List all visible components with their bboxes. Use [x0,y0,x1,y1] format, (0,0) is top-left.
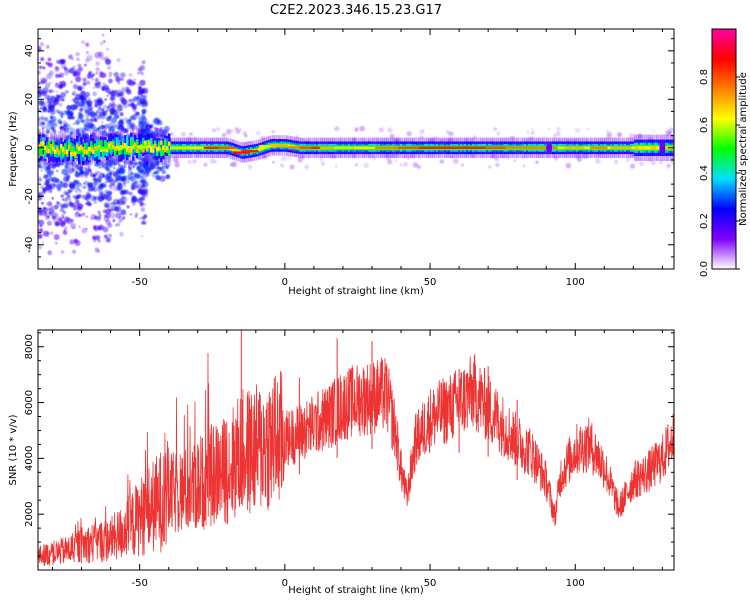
x-tick-label: -50 [131,578,147,589]
spectrogram-y-label: Frequency (Hz) [8,111,19,187]
spectrogram-x-ticks: -50 0 50 100 [52,29,663,288]
y-tick-label: 20 [24,93,35,106]
y-tick-label: 8000 [24,334,35,359]
y-tick-label: 4000 [24,446,35,471]
colorbar-tick-label: 0.8 [699,69,710,85]
colorbar-ticks: 0.0 0.2 0.4 0.6 0.8 [699,69,740,277]
colorbar: 0.0 0.2 0.4 0.6 0.8 Normalized spectral ampl… [699,28,749,277]
spectrogram-x-label: Height of straight line (km) [288,286,424,297]
y-tick-label: 0 [24,145,35,151]
snr-panel: -50 0 50 100 2000 4000 6000 8000 Height of str… [8,329,675,596]
x-tick-label: 100 [566,277,585,288]
snr-line [38,352,674,566]
figure-title: C2E2.2023.346.15.23.G17 [270,3,442,18]
snr-y-label: SNR (10 * v/v) [8,414,19,485]
x-tick-label: 0 [282,277,288,288]
snr-frame [37,329,675,571]
snr-x-label: Height of straight line (km) [288,585,424,596]
spectrogram-y-ticks: -40 -20 0 20 40 [24,38,674,258]
colorbar-label: Normalized spectral amplitude [738,72,749,226]
y-tick-label: 6000 [24,390,35,415]
spectrogram-heatmap [38,34,674,256]
spectrogram-hotspots [96,140,666,156]
y-tick-label: 40 [24,44,35,57]
colorbar-tick-label: 0.6 [699,117,710,133]
x-tick-label: 0 [282,578,288,589]
y-tick-label: 2000 [24,501,35,526]
snr-spikes [168,330,518,518]
spectrogram-panel: -50 0 50 100 -40 -20 0 20 40 Height of straight… [8,28,675,297]
x-tick-label: 50 [424,277,437,288]
x-tick-label: 50 [424,578,437,589]
colorbar-tick-label: 0.0 [699,261,710,277]
snr-x-ticks: -50 0 50 100 [52,330,663,589]
y-tick-label: -20 [24,188,35,204]
x-tick-label: 100 [566,578,585,589]
spectrogram-noise [38,34,674,256]
colorbar-tick-label: 0.4 [699,165,710,181]
snr-y-ticks: 2000 4000 6000 8000 [24,332,674,557]
y-tick-label: -40 [24,237,35,253]
colorbar-gradient [711,28,737,270]
snr-plot [38,330,674,566]
colorbar-tick-label: 0.2 [699,213,710,229]
spectrogram-frame [37,28,675,270]
x-tick-label: -50 [131,277,147,288]
